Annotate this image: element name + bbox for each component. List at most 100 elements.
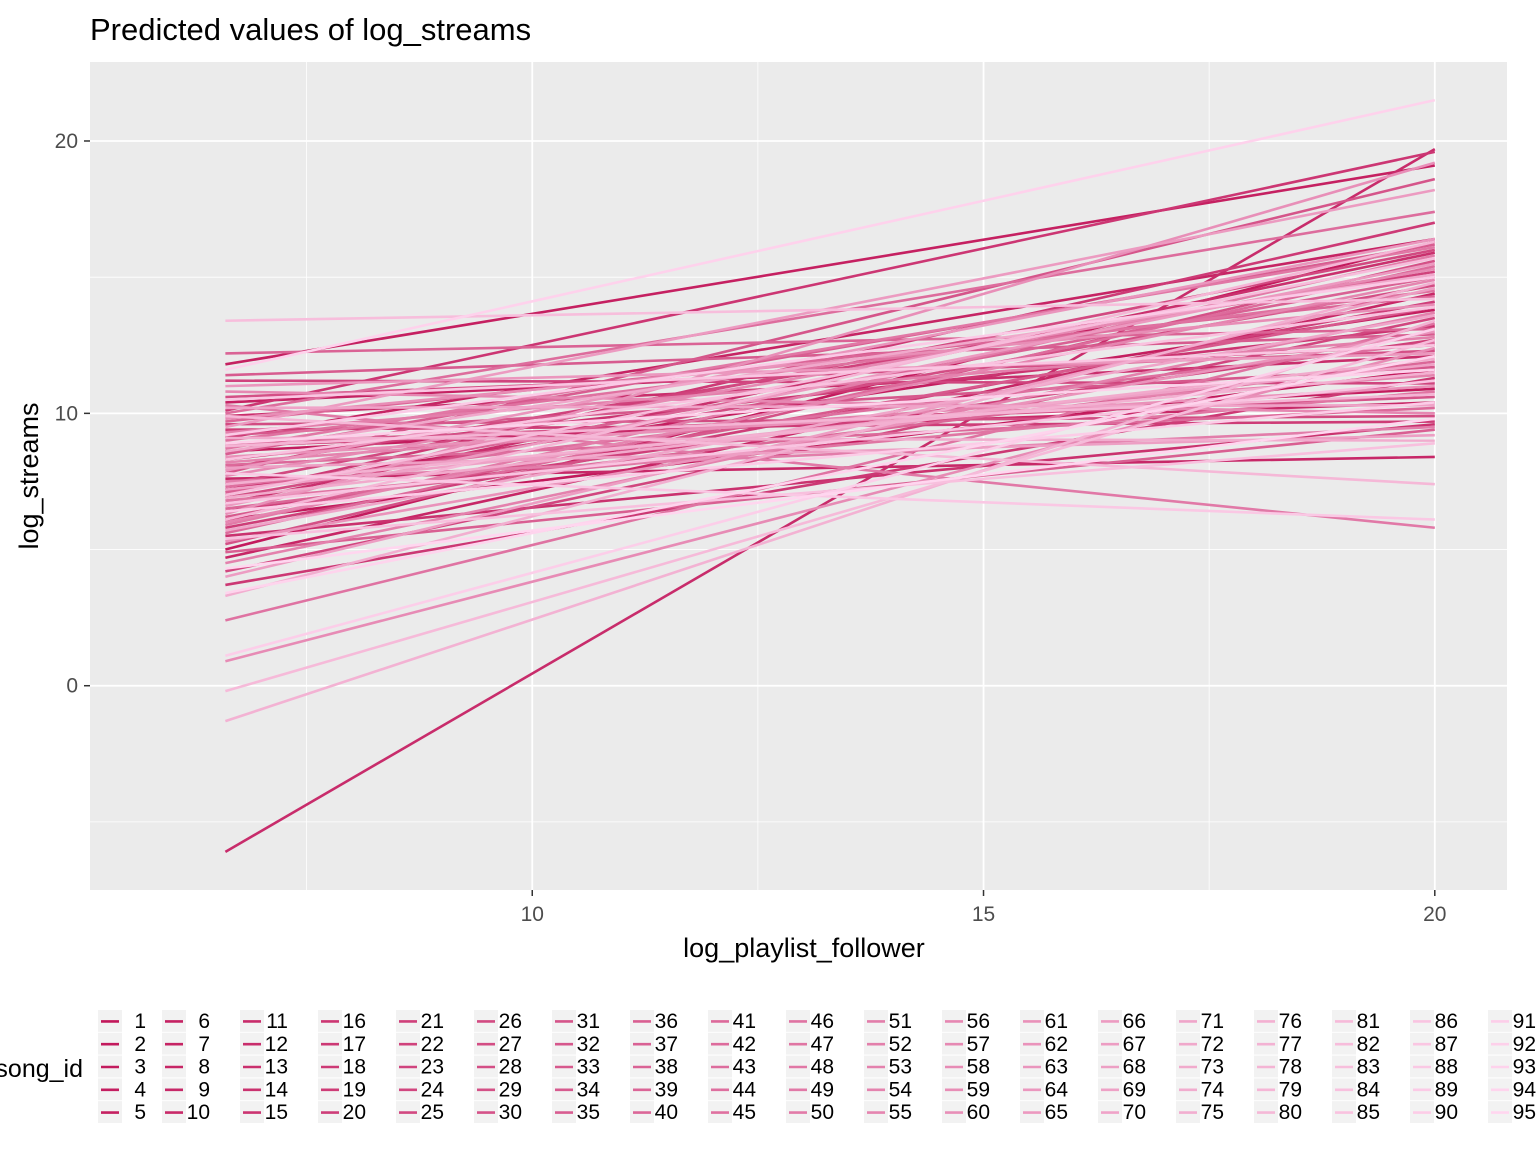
series-line-78 <box>225 392 1435 448</box>
legend-item-74: 74 <box>1176 1078 1224 1101</box>
legend-item-83: 83 <box>1332 1055 1380 1079</box>
legend-label: 85 <box>1357 1101 1380 1124</box>
legend-label: 40 <box>655 1101 678 1124</box>
y-tick-label: 10 <box>55 402 78 425</box>
legend-label: 62 <box>1045 1033 1068 1056</box>
legend-item-40: 40 <box>630 1101 678 1124</box>
legend-label: 84 <box>1357 1078 1381 1101</box>
legend-item-71: 71 <box>1176 1010 1224 1033</box>
legend-label: 18 <box>343 1056 366 1079</box>
legend-label: 21 <box>421 1010 444 1033</box>
legend-item-38: 38 <box>630 1055 678 1079</box>
legend-label: 25 <box>421 1101 444 1124</box>
legend-item-82: 82 <box>1332 1032 1380 1056</box>
legend-label: 28 <box>499 1056 522 1079</box>
series-line-93 <box>225 98 1436 372</box>
legend-item-64: 64 <box>1020 1078 1068 1101</box>
legend-label: 92 <box>1513 1033 1536 1056</box>
legend-label: 67 <box>1123 1033 1146 1056</box>
legend-label: 7 <box>198 1033 210 1056</box>
legend-item-93: 93 <box>1488 1055 1536 1079</box>
legend-item-75: 75 <box>1176 1101 1224 1124</box>
legend-label: 90 <box>1435 1101 1458 1124</box>
legend-label: 17 <box>343 1033 366 1056</box>
legend-label: 75 <box>1201 1101 1224 1124</box>
legend-label: 94 <box>1513 1078 1536 1101</box>
legend-item-90: 90 <box>1410 1101 1458 1124</box>
legend-item-23: 23 <box>396 1055 444 1079</box>
legend-item-5: 5 <box>98 1101 146 1124</box>
legend-label: 27 <box>499 1033 522 1056</box>
legend-label: 81 <box>1357 1010 1380 1033</box>
legend-item-76: 76 <box>1254 1010 1302 1033</box>
legend-label: 34 <box>577 1078 601 1101</box>
legend-label: 1 <box>134 1010 146 1033</box>
legend-item-10: 10 <box>162 1101 210 1124</box>
series-line-88 <box>225 471 1435 521</box>
legend-item-48: 48 <box>786 1055 834 1079</box>
legend-item-28: 28 <box>474 1055 522 1079</box>
legend-item-8: 8 <box>162 1055 210 1079</box>
series-line-64 <box>225 352 1435 388</box>
legend-item-15: 15 <box>240 1101 288 1124</box>
legend-item-69: 69 <box>1098 1078 1146 1101</box>
legend-label: 77 <box>1279 1033 1302 1056</box>
legend-item-88: 88 <box>1410 1055 1458 1079</box>
legend-label: 59 <box>967 1078 990 1101</box>
series-line-71 <box>225 314 1436 532</box>
legend-item-92: 92 <box>1488 1032 1536 1056</box>
legend-item-17: 17 <box>318 1032 366 1056</box>
legend-item-4: 4 <box>98 1078 146 1101</box>
legend-label: 65 <box>1045 1101 1068 1124</box>
legend-label: 23 <box>421 1056 444 1079</box>
legend-label: 91 <box>1513 1010 1536 1033</box>
legend-label: 82 <box>1357 1033 1380 1056</box>
series-line-69 <box>225 363 1435 491</box>
legend-label: 36 <box>655 1010 678 1033</box>
legend-label: 20 <box>343 1101 366 1124</box>
legend-label: 71 <box>1201 1010 1224 1033</box>
legend-item-70: 70 <box>1098 1101 1146 1124</box>
series-line-77 <box>224 319 1436 723</box>
legend-item-29: 29 <box>474 1078 522 1101</box>
legend-item-78: 78 <box>1254 1055 1302 1079</box>
legend-label: 8 <box>198 1056 210 1079</box>
legend-label: 72 <box>1201 1033 1224 1056</box>
legend-item-57: 57 <box>942 1032 990 1056</box>
legend-label: 13 <box>265 1056 288 1079</box>
legend-item-52: 52 <box>864 1032 912 1056</box>
legend-item-22: 22 <box>396 1032 444 1056</box>
legend-label: 6 <box>198 1010 210 1033</box>
legend-item-87: 87 <box>1410 1032 1458 1056</box>
legend-label: 24 <box>421 1078 445 1101</box>
legend-item-46: 46 <box>786 1010 834 1033</box>
legend-label: 66 <box>1123 1010 1146 1033</box>
series-lines <box>224 98 1436 853</box>
legend-label: 30 <box>499 1101 522 1124</box>
legend-label: 60 <box>967 1101 990 1124</box>
legend-label: 51 <box>889 1010 912 1033</box>
series-line-95 <box>225 417 1435 570</box>
legend-label: 5 <box>134 1101 146 1124</box>
legend-label: 22 <box>421 1033 444 1056</box>
legend-item-6: 6 <box>162 1010 210 1033</box>
legend-item-20: 20 <box>318 1101 366 1124</box>
legend-item-47: 47 <box>786 1032 834 1056</box>
legend-label: 49 <box>811 1078 834 1101</box>
legend-label: 80 <box>1279 1101 1302 1124</box>
legend-item-11: 11 <box>240 1010 288 1033</box>
legend-label: 74 <box>1201 1078 1225 1101</box>
legend-label: 42 <box>733 1033 756 1056</box>
legend-item-25: 25 <box>396 1101 444 1124</box>
legend-item-33: 33 <box>552 1055 600 1079</box>
legend-label: 11 <box>266 1010 288 1033</box>
legend-item-18: 18 <box>318 1055 366 1079</box>
legend-item-35: 35 <box>552 1101 600 1124</box>
legend-label: 48 <box>811 1056 834 1079</box>
legend-label: 93 <box>1513 1056 1536 1079</box>
chart-title: Predicted values of log_streams <box>90 12 531 47</box>
legend-item-89: 89 <box>1410 1078 1458 1101</box>
legend-label: 61 <box>1045 1010 1068 1033</box>
x-axis-ticks: 10 15 20 <box>521 890 1446 926</box>
legend-item-16: 16 <box>318 1010 366 1033</box>
